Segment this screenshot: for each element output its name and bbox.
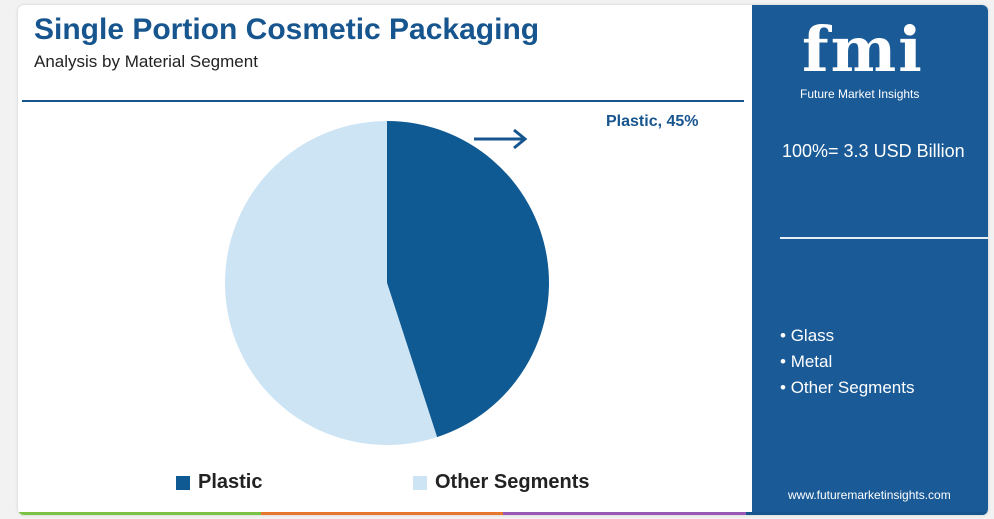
fmi-logo: fmi Future Market Insights [792,13,962,101]
list-item: • Metal [780,352,833,371]
logo-tagline: Future Market Insights [800,87,920,101]
summary-panel: fmi Future Market Insights 100%= 3.3 USD… [752,5,988,515]
list-item: • Glass [780,326,835,345]
bottom-accent-bar [18,512,988,515]
website-link[interactable]: www.futuremarketinsights.com [788,488,951,502]
pie-slice-plastic [387,121,549,438]
legend-label-plastic: Plastic [198,471,263,493]
pie-chart: Plastic, 45% [224,113,699,446]
market-total: 100%= 3.3 USD Billion [782,141,965,161]
slice-annotation-plastic: Plastic, 45% [606,113,699,130]
pie-slices [224,121,549,446]
chart-card: Single Portion Cosmetic Packaging Analys… [18,5,988,515]
legend-swatch-other [413,475,427,490]
list-item: • Other Segments [780,378,915,397]
page-title: Single Portion Cosmetic Packaging [34,13,540,46]
arrow-right-icon [474,128,528,150]
legend-swatch-plastic [176,475,190,490]
legend-item-other: Other Segments [413,471,589,494]
pie-slice-other-segments [224,121,438,446]
panel-divider [780,237,988,239]
other-segments-list: • Glass • Metal • Other Segments [780,323,914,401]
legend-label-other: Other Segments [435,471,590,493]
page-subtitle: Analysis by Material Segment [34,52,258,71]
legend-item-plastic: Plastic [176,471,262,494]
title-divider [22,100,744,102]
logo-wordmark: fmi [802,13,924,86]
